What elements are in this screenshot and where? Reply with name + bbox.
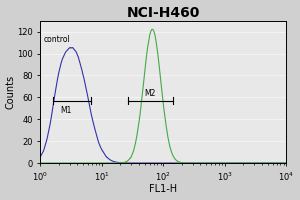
Text: control: control (44, 35, 71, 44)
Text: M2: M2 (144, 89, 155, 98)
X-axis label: FL1-H: FL1-H (149, 184, 177, 194)
Text: M1: M1 (61, 106, 72, 115)
Title: NCI-H460: NCI-H460 (127, 6, 200, 20)
Y-axis label: Counts: Counts (6, 75, 16, 109)
